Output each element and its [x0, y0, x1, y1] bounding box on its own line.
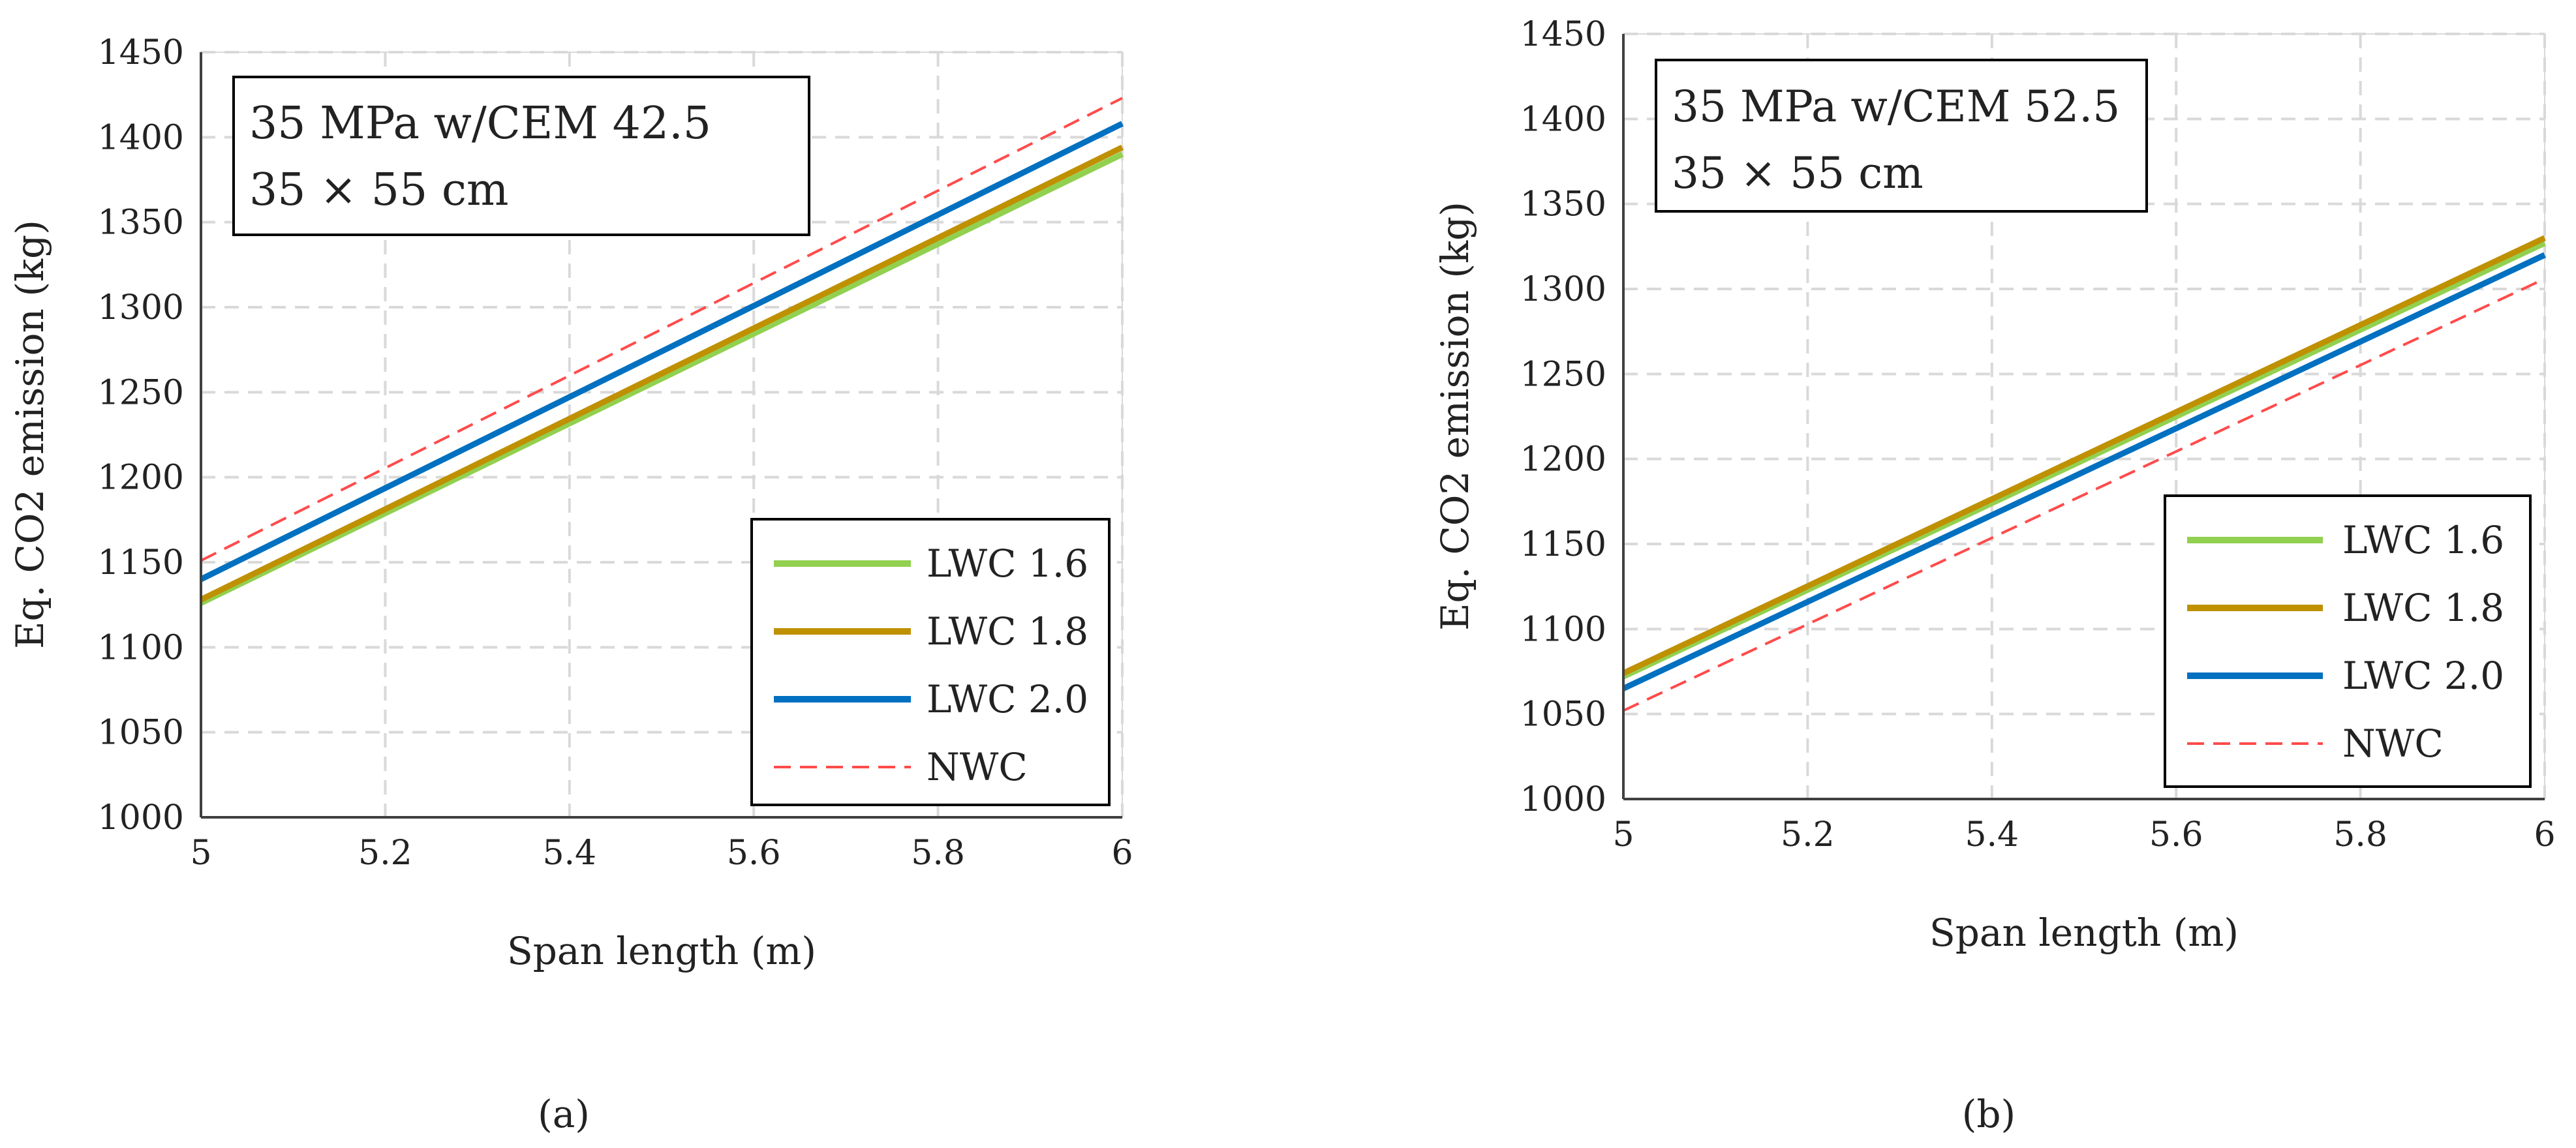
chart-panel-b: 1000 1050 1100 1150 1200 1250 1300 1350 1400 1450…	[1433, 15, 2556, 1136]
x-tick-label: 5.8	[911, 834, 965, 873]
y-tick-label: 1100	[1520, 610, 1606, 649]
y-tick-label: 1200	[1520, 440, 1606, 479]
tick-labels: 1000 1050 1100 1150 1200 1250 1300 1350 1400 1450…	[98, 33, 1133, 873]
annotation-frame	[1655, 59, 2148, 213]
axes	[1622, 34, 2545, 800]
legend-label: LWC 1.8	[927, 609, 1088, 654]
series-line-lwc-2-0	[1622, 252, 2546, 691]
y-tick-label: 1400	[98, 118, 184, 157]
legend-frame	[2164, 494, 2532, 788]
x-tick-label: 5.6	[2149, 815, 2203, 854]
x-tick-label: 5.4	[1965, 815, 2019, 854]
y-tick-label: 1000	[1520, 780, 1606, 819]
y-tick-label: 1400	[1520, 100, 1606, 139]
annotation-box: 35 MPa w/CEM 52.5 35 × 55 cm	[1655, 59, 2148, 213]
series-line-lwc-1-6	[1622, 240, 2546, 680]
series-line-lwc-1-8	[1622, 235, 2546, 676]
tick-labels: 1000 1050 1100 1150 1200 1250 1300 1350 1400 1450…	[1520, 15, 2556, 854]
chart-panel-a: 1000 1050 1100 1150 1200 1250 1300 1350 1400 1450…	[8, 33, 1133, 1136]
x-tick-label: 5	[1612, 815, 1634, 854]
annotation-box: 35 MPa w/CEM 42.5 35 × 55 cm	[232, 76, 810, 236]
y-tick-label: 1050	[1520, 695, 1606, 734]
annotation-frame	[232, 76, 810, 236]
y-tick-label: 1200	[98, 459, 184, 498]
x-tick-label: 5	[190, 834, 211, 873]
legend-entries: LWC 1.6 LWC 1.8 LWC 2.0 NWC	[2187, 518, 2504, 766]
x-tick-label: 5.2	[1781, 815, 1835, 854]
y-tick-label: 1250	[1520, 355, 1606, 394]
y-tick-label: 1350	[98, 204, 184, 243]
x-tick-label: 6	[2534, 815, 2555, 854]
legend: LWC 1.6 LWC 1.8 LWC 2.0 NWC	[750, 518, 1111, 806]
y-tick-label: 1150	[1520, 525, 1606, 564]
annotation-line-1: 35 MPa w/CEM 52.5	[1672, 82, 2120, 132]
legend-label: LWC 1.6	[927, 541, 1088, 586]
y-tick-label: 1450	[98, 33, 184, 72]
y-tick-label: 1350	[1520, 185, 1606, 224]
axes	[200, 52, 1122, 819]
legend-label: LWC 1.6	[2342, 518, 2504, 562]
annotation-line-2: 35 × 55 cm	[1672, 148, 1924, 198]
y-tick-label: 1250	[98, 373, 184, 412]
legend-label: LWC 2.0	[927, 677, 1088, 721]
y-tick-label: 1150	[98, 543, 184, 582]
y-axis-label: Eq. CO2 emission (kg)	[8, 220, 52, 649]
x-tick-label: 5.2	[358, 834, 412, 873]
y-axis-label: Eq. CO2 emission (kg)	[1433, 202, 1477, 631]
legend-entries: LWC 1.6 LWC 1.8 LWC 2.0 NWC	[774, 541, 1088, 789]
legend-label: LWC 1.8	[2342, 586, 2504, 630]
y-tick-label: 1300	[98, 288, 184, 327]
x-tick-label: 5.4	[542, 834, 596, 873]
series-lines	[1622, 235, 2546, 712]
legend-label: NWC	[927, 745, 1028, 789]
y-tick-label: 1000	[98, 798, 184, 838]
y-tick-label: 1450	[1520, 15, 1606, 54]
x-axis-label: Span length (m)	[1929, 911, 2239, 955]
legend: LWC 1.6 LWC 1.8 LWC 2.0 NWC	[2164, 494, 2532, 788]
x-axis-label: Span length (m)	[507, 929, 816, 973]
panel-label: (b)	[1962, 1092, 2016, 1136]
y-tick-label: 1100	[98, 628, 184, 667]
legend-label: NWC	[2342, 721, 2444, 766]
series-line-lwc-2-0	[200, 121, 1124, 582]
annotation-line-2: 35 × 55 cm	[249, 164, 508, 216]
x-tick-label: 5.8	[2333, 815, 2387, 854]
series-lines	[200, 97, 1124, 606]
series-line-nwc	[200, 97, 1123, 562]
series-line-lwc-1-6	[200, 151, 1124, 606]
x-tick-label: 5.6	[727, 834, 781, 873]
legend-label: LWC 2.0	[2342, 654, 2504, 698]
annotation-line-1: 35 MPa w/CEM 42.5	[249, 98, 711, 149]
y-tick-label: 1300	[1520, 270, 1606, 309]
series-line-nwc	[1623, 277, 2545, 712]
x-tick-label: 6	[1111, 834, 1133, 873]
y-tick-label: 1050	[98, 714, 184, 753]
panel-label: (a)	[538, 1092, 590, 1136]
series-line-lwc-1-8	[200, 144, 1124, 603]
